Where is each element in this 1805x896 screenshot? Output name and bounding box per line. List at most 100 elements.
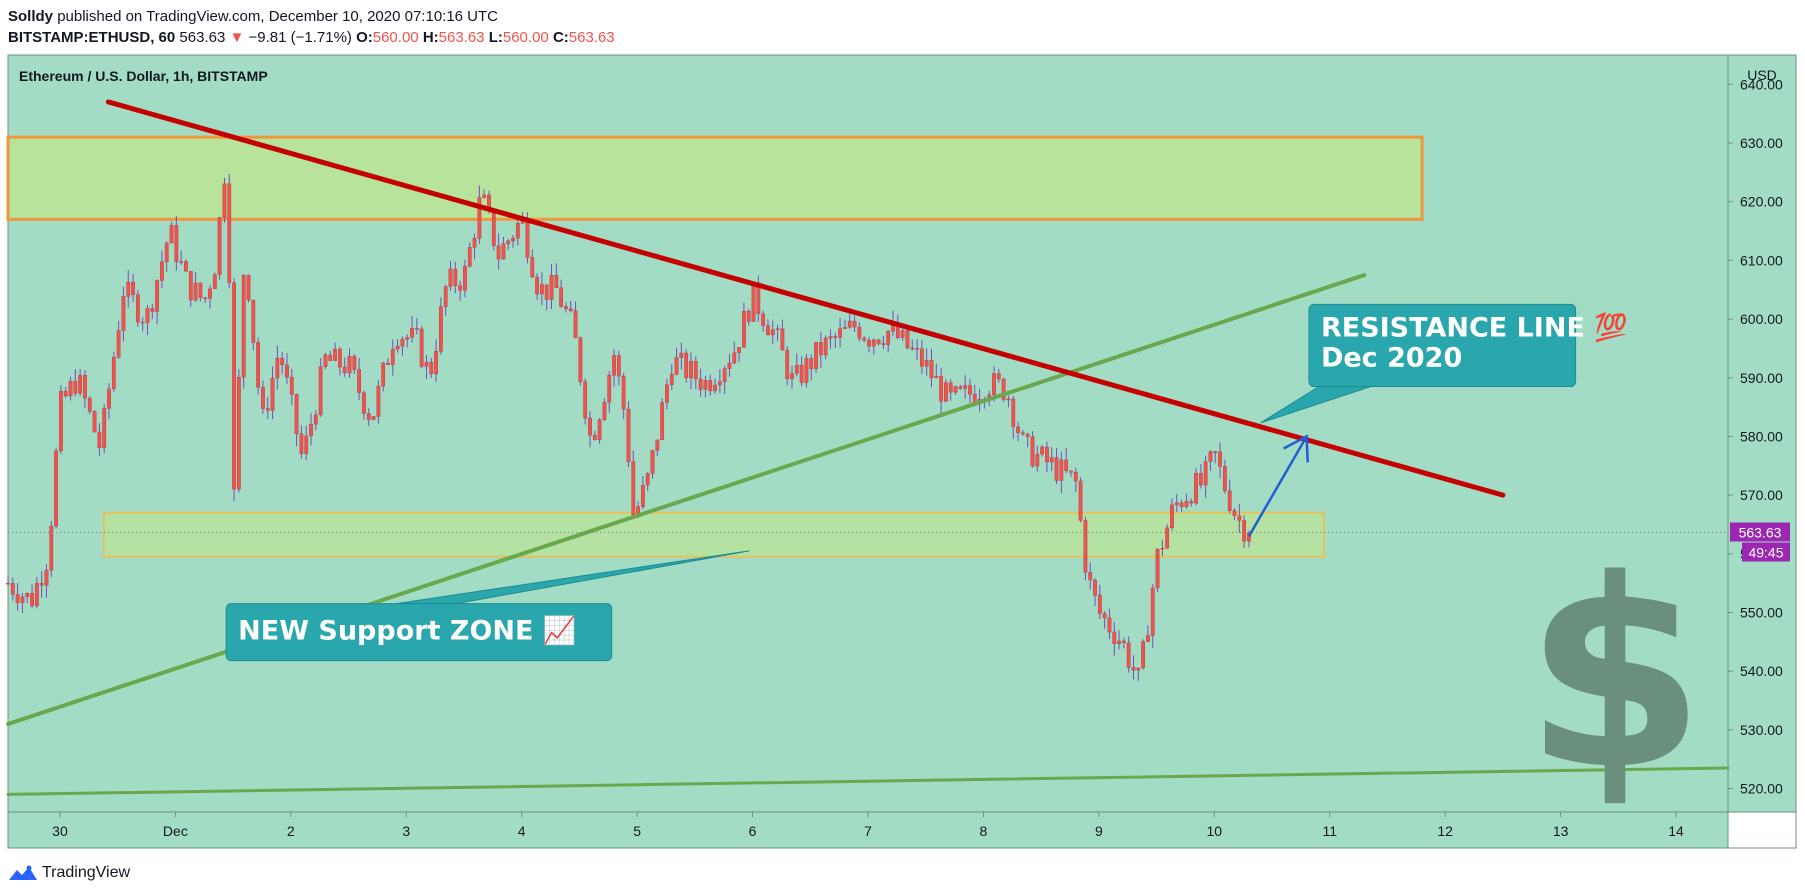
x-tick-label: 3 [402,823,410,839]
y-tick-label: 600.00 [1740,311,1783,327]
candle [900,330,905,338]
candle [684,352,689,379]
candle [554,275,559,288]
resistance-zone[interactable] [6,135,1424,221]
candle [583,381,588,419]
candle [328,354,333,361]
candle [25,592,30,597]
candle [549,275,554,300]
low-label: L: [488,29,503,46]
candle [785,349,790,380]
candle [1049,457,1054,463]
candle [116,330,121,358]
candle [371,416,376,420]
candle [1223,466,1227,491]
candle [212,274,217,290]
long-support-trendline[interactable] [6,766,1730,796]
candle [669,374,674,385]
candle [251,299,256,343]
resistance-trendline[interactable] [105,99,1506,498]
candle [761,313,766,326]
candle [1189,501,1194,504]
candle [366,413,371,420]
candle [395,345,400,350]
candle [1016,426,1020,434]
candle [934,375,939,379]
candle [135,294,140,323]
last-price-tag-label: 563.63 [1739,524,1782,540]
candle [357,369,362,393]
candle [280,357,285,366]
candle [770,329,775,336]
candle [1102,613,1107,619]
resistance-callout[interactable] [1308,303,1577,388]
support-callout[interactable] [225,603,613,662]
candle [780,328,785,351]
candle [544,284,549,300]
candle [564,306,568,309]
candle [463,266,467,291]
candle [751,282,756,322]
dollar-sign-icon: $ [1524,525,1705,827]
x-tick-label: 7 [864,823,872,839]
support-zone[interactable] [102,511,1325,558]
candle [944,382,948,402]
candle [59,391,63,452]
candle [111,356,116,390]
candle [1146,635,1150,642]
y-tick-label: 580.00 [1740,428,1783,444]
candle [1194,473,1198,504]
candle [828,336,833,339]
x-tick-label: 4 [518,823,526,839]
candle [953,386,958,393]
candle [1213,451,1218,453]
chart-title: Ethereum / U.S. Dollar, 1h, BITSTAMP [19,68,268,84]
candle [1097,594,1102,614]
candle [337,348,342,368]
candle [184,261,188,272]
price-axis[interactable] [1728,55,1796,812]
symbol-name: BITSTAMP:ETHUSD, 60 [8,29,176,46]
candle [121,296,126,331]
projection-arrow[interactable] [1247,435,1308,537]
candle [746,310,751,322]
candle [97,431,102,449]
candle [1126,642,1131,668]
candle [87,398,92,412]
candle [270,377,275,411]
candle [1054,457,1059,481]
candle [843,327,847,329]
candle [208,288,212,299]
candle [626,408,631,462]
candle [429,362,434,375]
candle [1040,446,1044,455]
footer-brand[interactable]: TradingView [8,862,130,884]
x-tick-label: 2 [287,823,295,839]
candle [1179,502,1184,508]
candle [414,328,419,330]
down-triangle-icon: ▼ [229,29,245,46]
candle [679,352,684,358]
candle [285,364,289,378]
y-tick-label: 610.00 [1740,252,1783,268]
x-tick-label: 12 [1437,823,1453,839]
candle [1208,451,1213,462]
candle [44,569,49,586]
candle [592,434,597,440]
candle [588,417,592,436]
author-name[interactable]: Solldy [8,8,54,25]
time-axis[interactable] [8,812,1728,848]
y-tick-label: 520.00 [1740,781,1783,797]
candle [203,297,208,299]
candle [390,348,395,365]
support-callout-line: NEW Support ZONE 📈 [238,615,576,647]
candle [852,320,857,328]
candle [1006,398,1011,401]
x-tick-label: 5 [633,823,641,839]
candle [381,362,386,387]
x-tick-label: 9 [1095,823,1103,839]
candle [150,308,155,312]
candle [376,385,381,417]
high-label: H: [422,29,439,46]
